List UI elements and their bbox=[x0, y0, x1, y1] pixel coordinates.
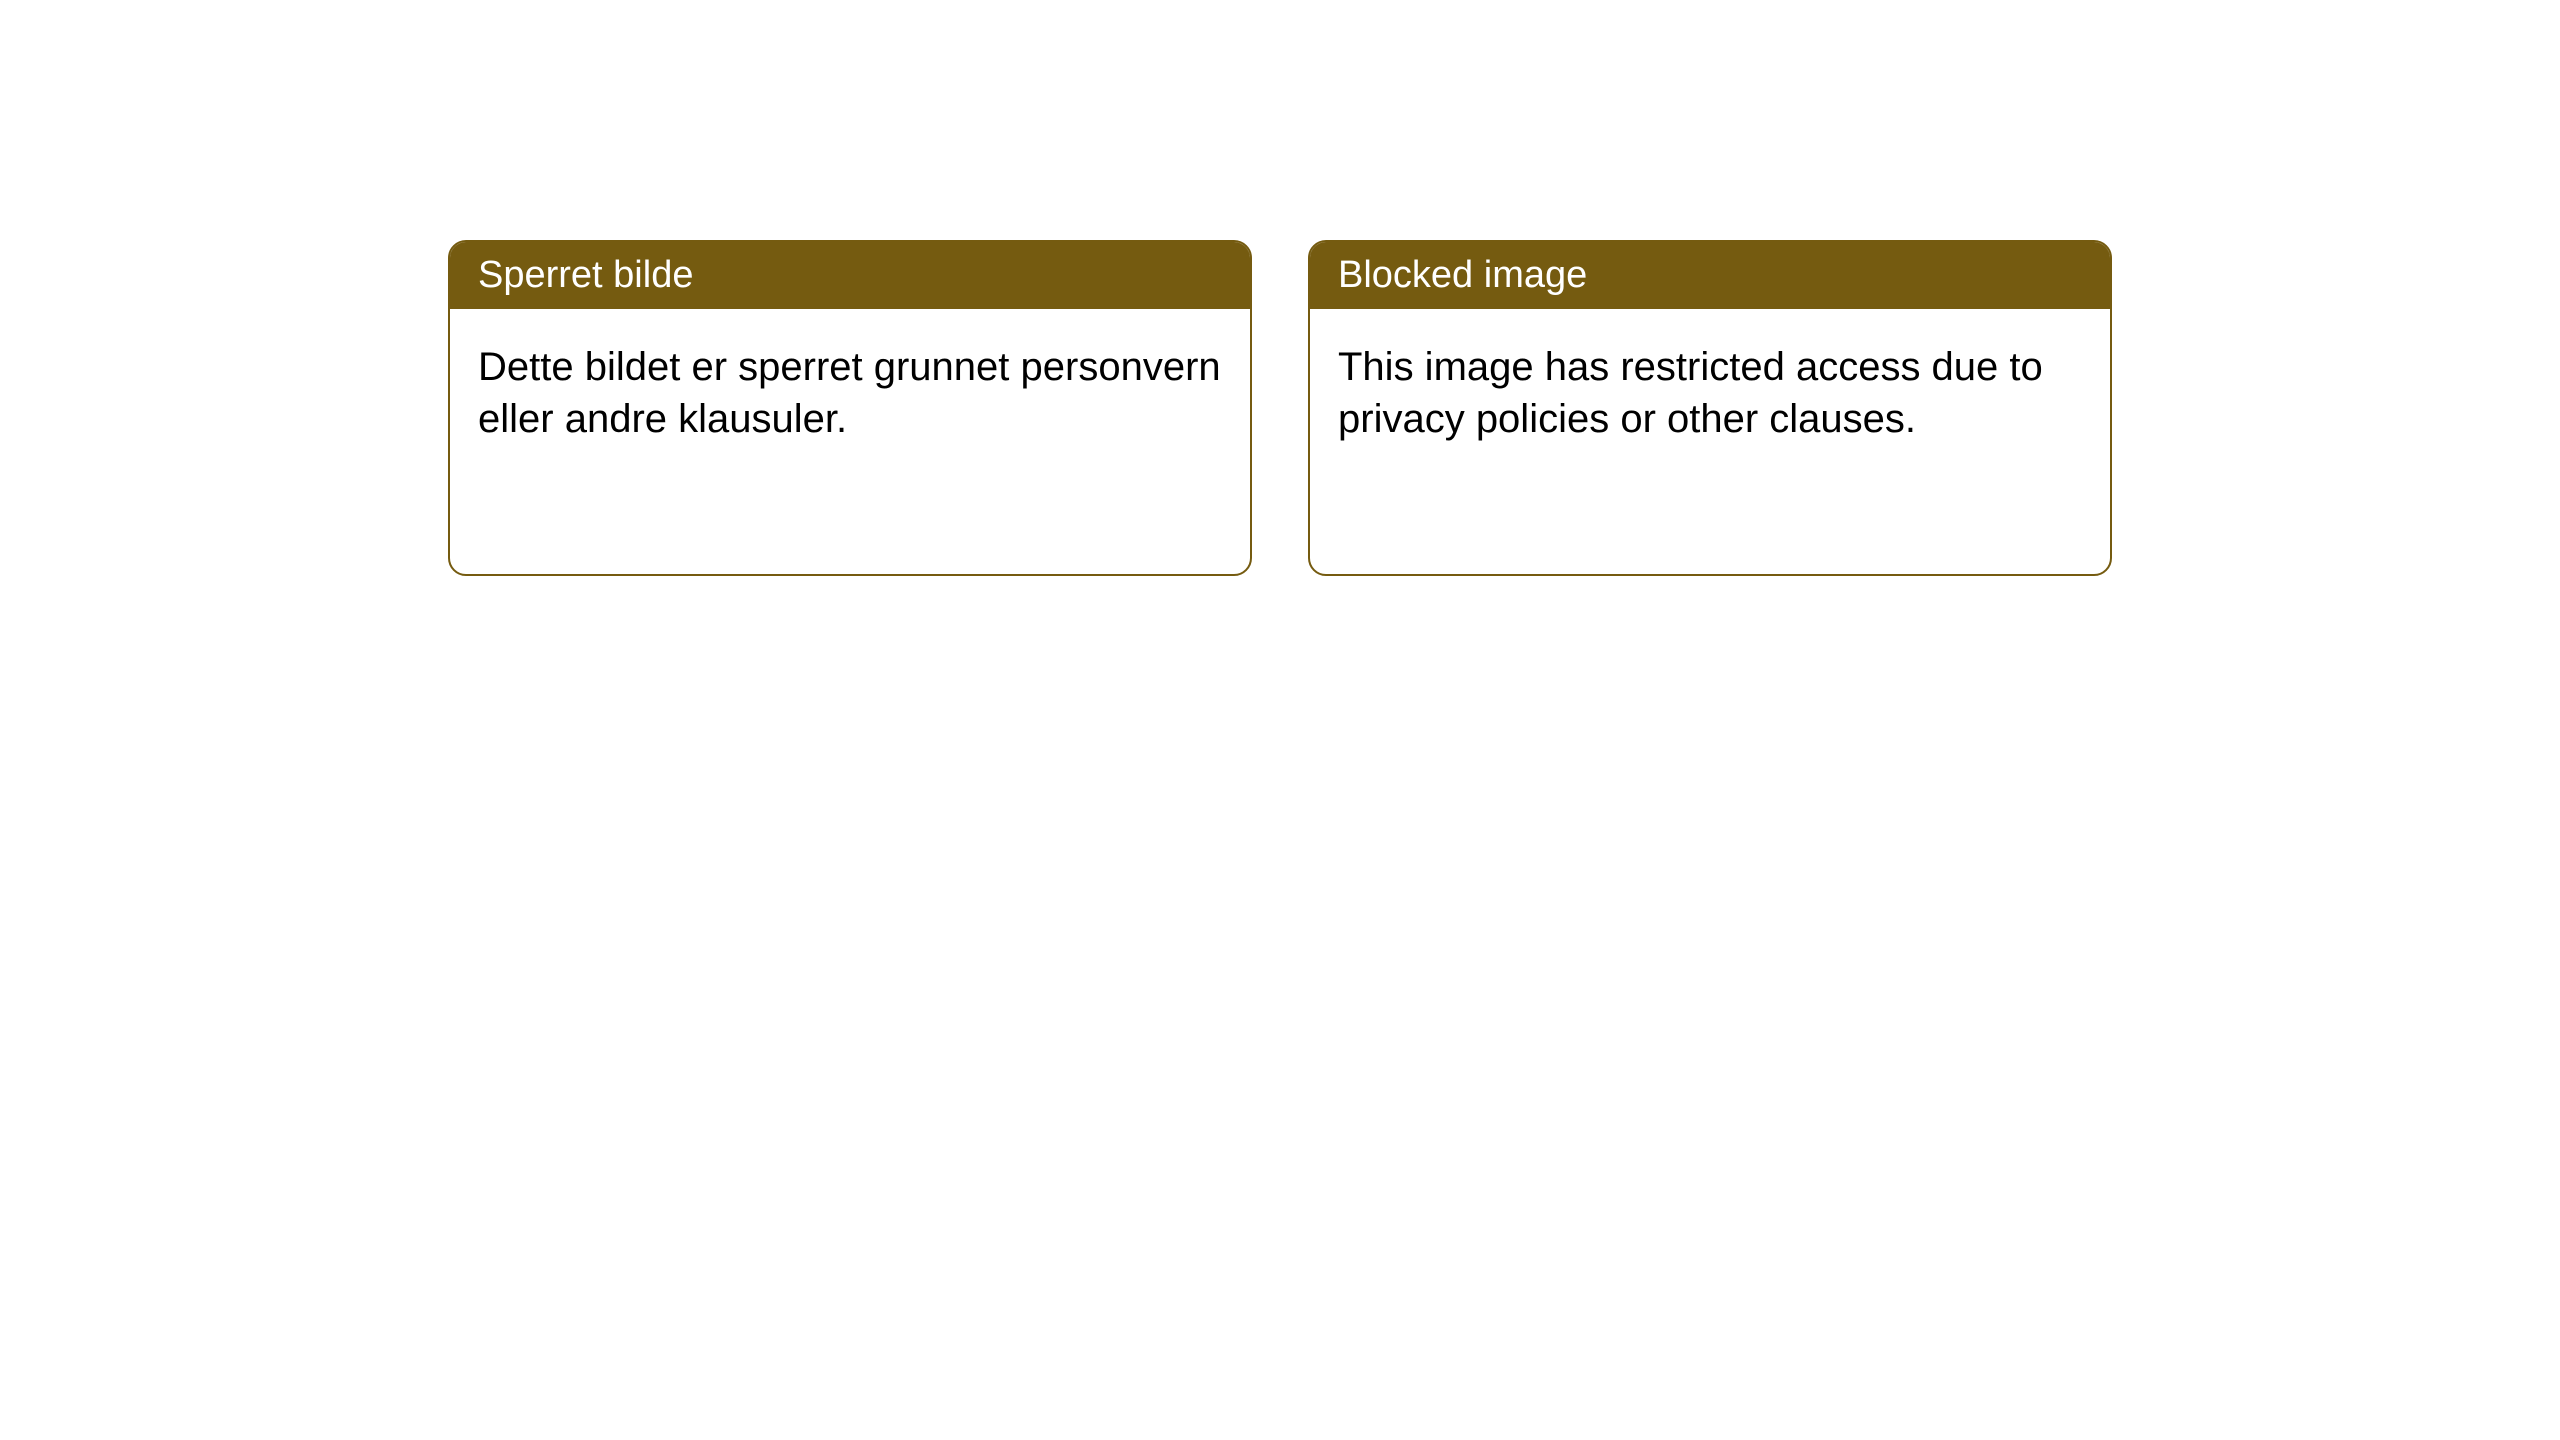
card-title-norwegian: Sperret bilde bbox=[478, 254, 693, 296]
card-header-norwegian: Sperret bilde bbox=[450, 242, 1250, 309]
blocked-image-card-norwegian: Sperret bilde Dette bildet er sperret gr… bbox=[448, 240, 1252, 576]
card-body-english: This image has restricted access due to … bbox=[1310, 309, 2110, 477]
card-message-english: This image has restricted access due to … bbox=[1338, 345, 2043, 441]
card-body-norwegian: Dette bildet er sperret grunnet personve… bbox=[450, 309, 1250, 477]
notice-container: Sperret bilde Dette bildet er sperret gr… bbox=[448, 240, 2112, 576]
card-title-english: Blocked image bbox=[1338, 254, 1587, 296]
card-header-english: Blocked image bbox=[1310, 242, 2110, 309]
blocked-image-card-english: Blocked image This image has restricted … bbox=[1308, 240, 2112, 576]
card-message-norwegian: Dette bildet er sperret grunnet personve… bbox=[478, 345, 1221, 441]
